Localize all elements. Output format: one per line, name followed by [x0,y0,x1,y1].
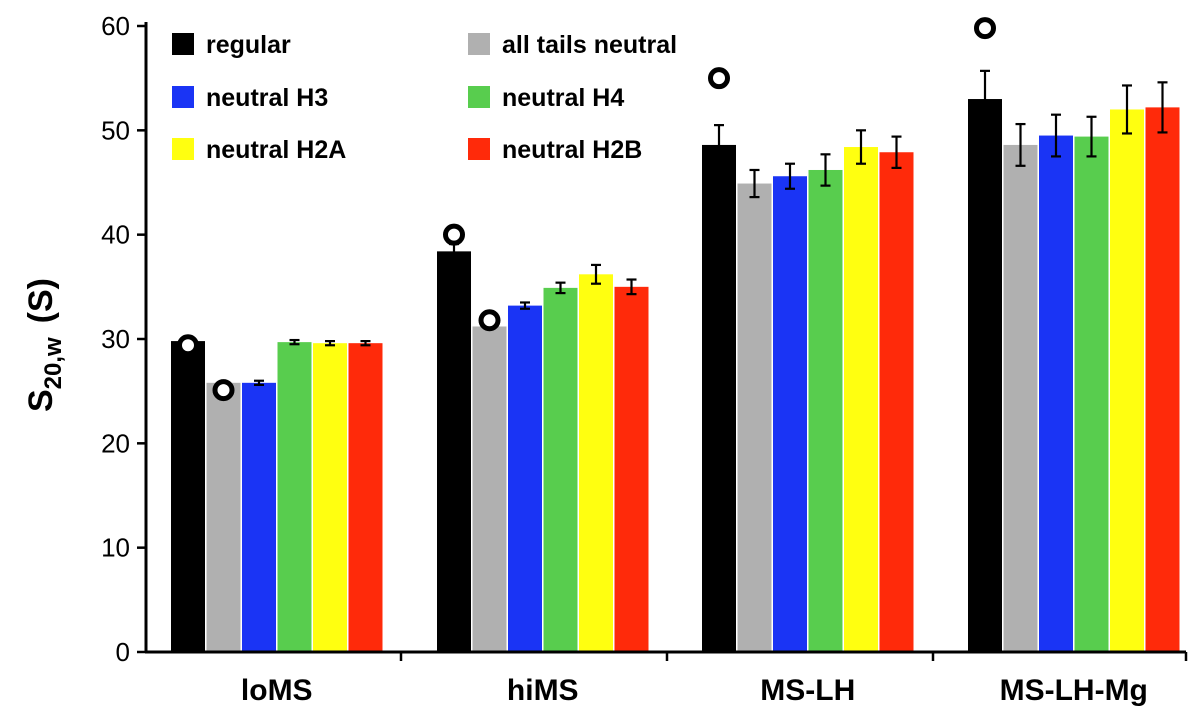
y-tick-label: 0 [116,637,130,667]
legend-item: all tails neutral [468,31,677,59]
bar [1074,136,1109,653]
legend: regular all tails neutral neutral H3 neutra… [172,31,677,164]
axes: 0 10 20 30 40 50 60 loMS hiMS MS-LH MS-LH-Mg [101,11,1188,707]
bar [242,382,276,652]
legend-swatch [172,33,194,55]
bar [1110,109,1144,652]
bar [879,152,914,652]
legend-item: neutral H4 [468,84,624,112]
marker-circle [478,309,501,332]
marker-circle [177,334,199,357]
bar [171,341,205,652]
y-tick-label: 40 [101,220,130,250]
bar [348,343,383,652]
markers-layer [177,17,996,402]
y-axis-label-subscript: 20,w [40,337,67,389]
y-tick-label: 60 [101,11,130,41]
bar [702,144,736,652]
bar [437,251,471,653]
bar [844,147,878,652]
legend-swatch [468,138,490,160]
y-tick-label: 30 [101,324,130,354]
legend-item: regular [172,31,291,59]
legend-swatch [468,33,490,55]
bar [508,305,542,652]
legend-swatch [172,138,194,160]
bar [614,286,649,652]
x-tick-label: loMS [241,674,313,707]
bar [1039,135,1073,653]
bar [737,183,772,652]
legend-label: neutral H3 [206,84,328,112]
bar [313,343,347,652]
bar [472,326,507,652]
legend-label: all tails neutral [502,31,677,59]
bars-layer [171,99,1180,653]
bar [543,287,578,652]
bar [277,342,312,652]
legend-swatch [468,86,490,108]
bar [206,382,241,652]
legend-item: neutral H3 [172,84,328,112]
y-tick-label: 50 [101,115,130,145]
legend-label: neutral H2A [206,136,346,164]
y-tick-label: 10 [101,533,130,563]
y-tick-label: 20 [101,428,130,458]
marker-circle [974,17,996,40]
bar [1003,144,1038,652]
marker-circle [708,67,730,90]
legend-item: neutral H2A [172,136,346,164]
bar [968,99,1002,653]
legend-swatch [172,86,194,108]
y-axis-label-main: S [22,389,60,412]
bar [1145,107,1180,652]
bar [579,274,613,652]
marker-circle [443,223,465,246]
x-tick-label: MS-LH [760,674,855,707]
legend-label: neutral H4 [502,84,624,112]
x-tick-label: hiMS [507,674,579,707]
y-axis-label-unit: (S) [22,278,60,323]
x-tick-label: MS-LH-Mg [1000,674,1148,707]
y-axis-label: S20,w (S) [22,278,67,412]
legend-item: neutral H2B [468,136,642,164]
legend-label: neutral H2B [502,136,642,164]
bar [773,176,807,653]
bar [808,169,843,653]
legend-label: regular [206,31,291,59]
marker-circle [212,379,235,402]
svg-text:S20,w(S): S20,w (S) [22,278,67,412]
